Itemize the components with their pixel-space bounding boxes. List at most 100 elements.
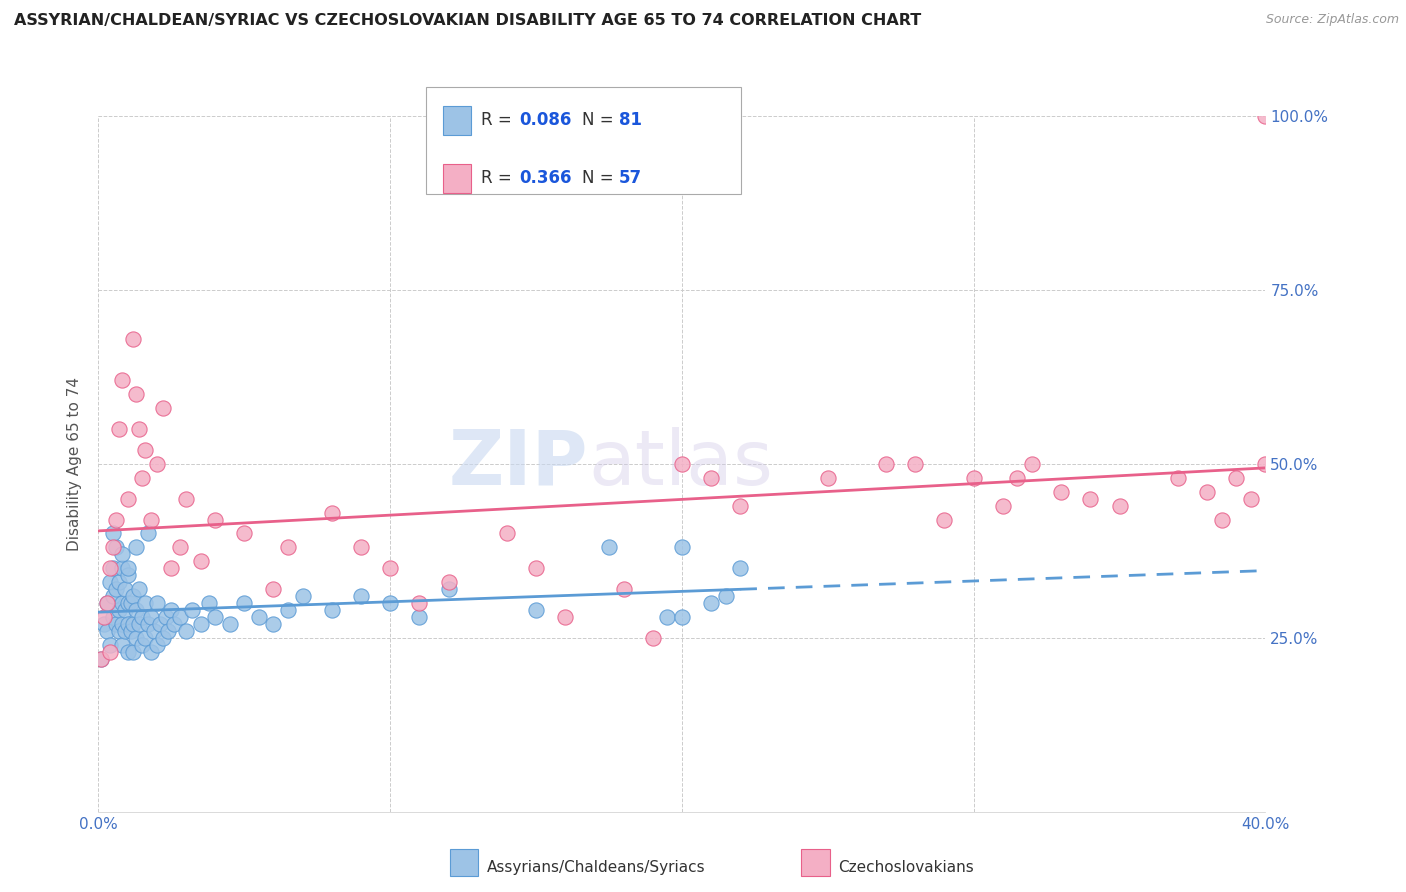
Point: [117, 596, 139, 610]
Point: [262, 616, 284, 631]
Point: [98, 561, 121, 575]
Point: [1195, 484, 1218, 499]
Point: [111, 373, 134, 387]
Point: [962, 471, 984, 485]
Text: N =: N =: [582, 112, 619, 129]
Point: [96, 624, 118, 638]
Text: atlas: atlas: [589, 427, 773, 500]
Point: [146, 457, 169, 471]
Point: [1167, 471, 1189, 485]
Point: [120, 624, 142, 638]
Point: [1007, 471, 1029, 485]
Point: [125, 631, 148, 645]
Text: N =: N =: [582, 169, 619, 187]
Point: [114, 603, 136, 617]
Point: [90, 651, 112, 665]
Point: [437, 575, 460, 590]
Point: [101, 541, 124, 555]
Point: [134, 596, 156, 610]
Point: [277, 541, 299, 555]
Point: [1021, 457, 1043, 471]
Point: [149, 616, 172, 631]
Text: Czechoslovakians: Czechoslovakians: [838, 860, 974, 874]
Point: [111, 596, 134, 610]
Text: ASSYRIAN/CHALDEAN/SYRIAC VS CZECHOSLOVAKIAN DISABILITY AGE 65 TO 74 CORRELATION : ASSYRIAN/CHALDEAN/SYRIAC VS CZECHOSLOVAK…: [14, 13, 921, 29]
Text: 57: 57: [619, 169, 641, 187]
Point: [139, 512, 162, 526]
Point: [117, 561, 139, 575]
Text: 0.366: 0.366: [519, 169, 571, 187]
Point: [108, 575, 131, 590]
Point: [131, 638, 153, 652]
Point: [378, 596, 402, 610]
Point: [174, 491, 197, 506]
Point: [233, 596, 256, 610]
Point: [146, 638, 169, 652]
Text: R =: R =: [481, 169, 517, 187]
Point: [233, 526, 256, 541]
Point: [131, 610, 153, 624]
Point: [120, 596, 142, 610]
Text: Assyrians/Chaldeans/Syriacs: Assyrians/Chaldeans/Syriacs: [486, 860, 704, 874]
Point: [136, 616, 159, 631]
Point: [122, 589, 145, 603]
Point: [122, 616, 145, 631]
Point: [117, 645, 139, 659]
Point: [247, 610, 270, 624]
Point: [524, 561, 547, 575]
Point: [104, 616, 127, 631]
Text: 81: 81: [619, 112, 641, 129]
Point: [111, 638, 134, 652]
Point: [350, 589, 373, 603]
Point: [142, 624, 165, 638]
Point: [1050, 484, 1073, 499]
Point: [190, 554, 212, 568]
Point: [114, 582, 136, 596]
Point: [262, 582, 284, 596]
Point: [93, 610, 115, 624]
Point: [408, 610, 430, 624]
Point: [104, 512, 127, 526]
Point: [728, 561, 751, 575]
Point: [700, 596, 723, 610]
Point: [1225, 471, 1247, 485]
Point: [169, 541, 191, 555]
Point: [108, 422, 131, 436]
Y-axis label: Disability Age 65 to 74: Disability Age 65 to 74: [67, 376, 83, 551]
Point: [991, 499, 1014, 513]
Point: [134, 631, 156, 645]
Point: [218, 616, 240, 631]
Point: [160, 561, 183, 575]
Point: [108, 624, 131, 638]
Point: [934, 512, 956, 526]
Point: [96, 596, 118, 610]
Point: [98, 575, 121, 590]
Point: [1240, 491, 1263, 506]
Point: [111, 547, 134, 561]
Point: [671, 457, 693, 471]
Point: [495, 526, 517, 541]
Point: [160, 603, 183, 617]
Point: [321, 603, 343, 617]
Text: 0.086: 0.086: [519, 112, 571, 129]
Point: [321, 506, 343, 520]
Point: [350, 541, 373, 555]
Point: [128, 616, 150, 631]
Point: [904, 457, 927, 471]
Point: [152, 631, 174, 645]
Point: [169, 610, 191, 624]
Point: [101, 610, 124, 624]
Point: [104, 582, 127, 596]
Point: [277, 603, 299, 617]
Point: [98, 638, 121, 652]
Text: ZIP: ZIP: [449, 427, 589, 500]
Point: [190, 616, 212, 631]
Point: [101, 561, 124, 575]
Point: [1080, 491, 1102, 506]
Point: [117, 616, 139, 631]
Point: [139, 645, 162, 659]
Point: [204, 512, 226, 526]
Point: [671, 610, 693, 624]
Point: [117, 491, 139, 506]
Point: [98, 645, 121, 659]
